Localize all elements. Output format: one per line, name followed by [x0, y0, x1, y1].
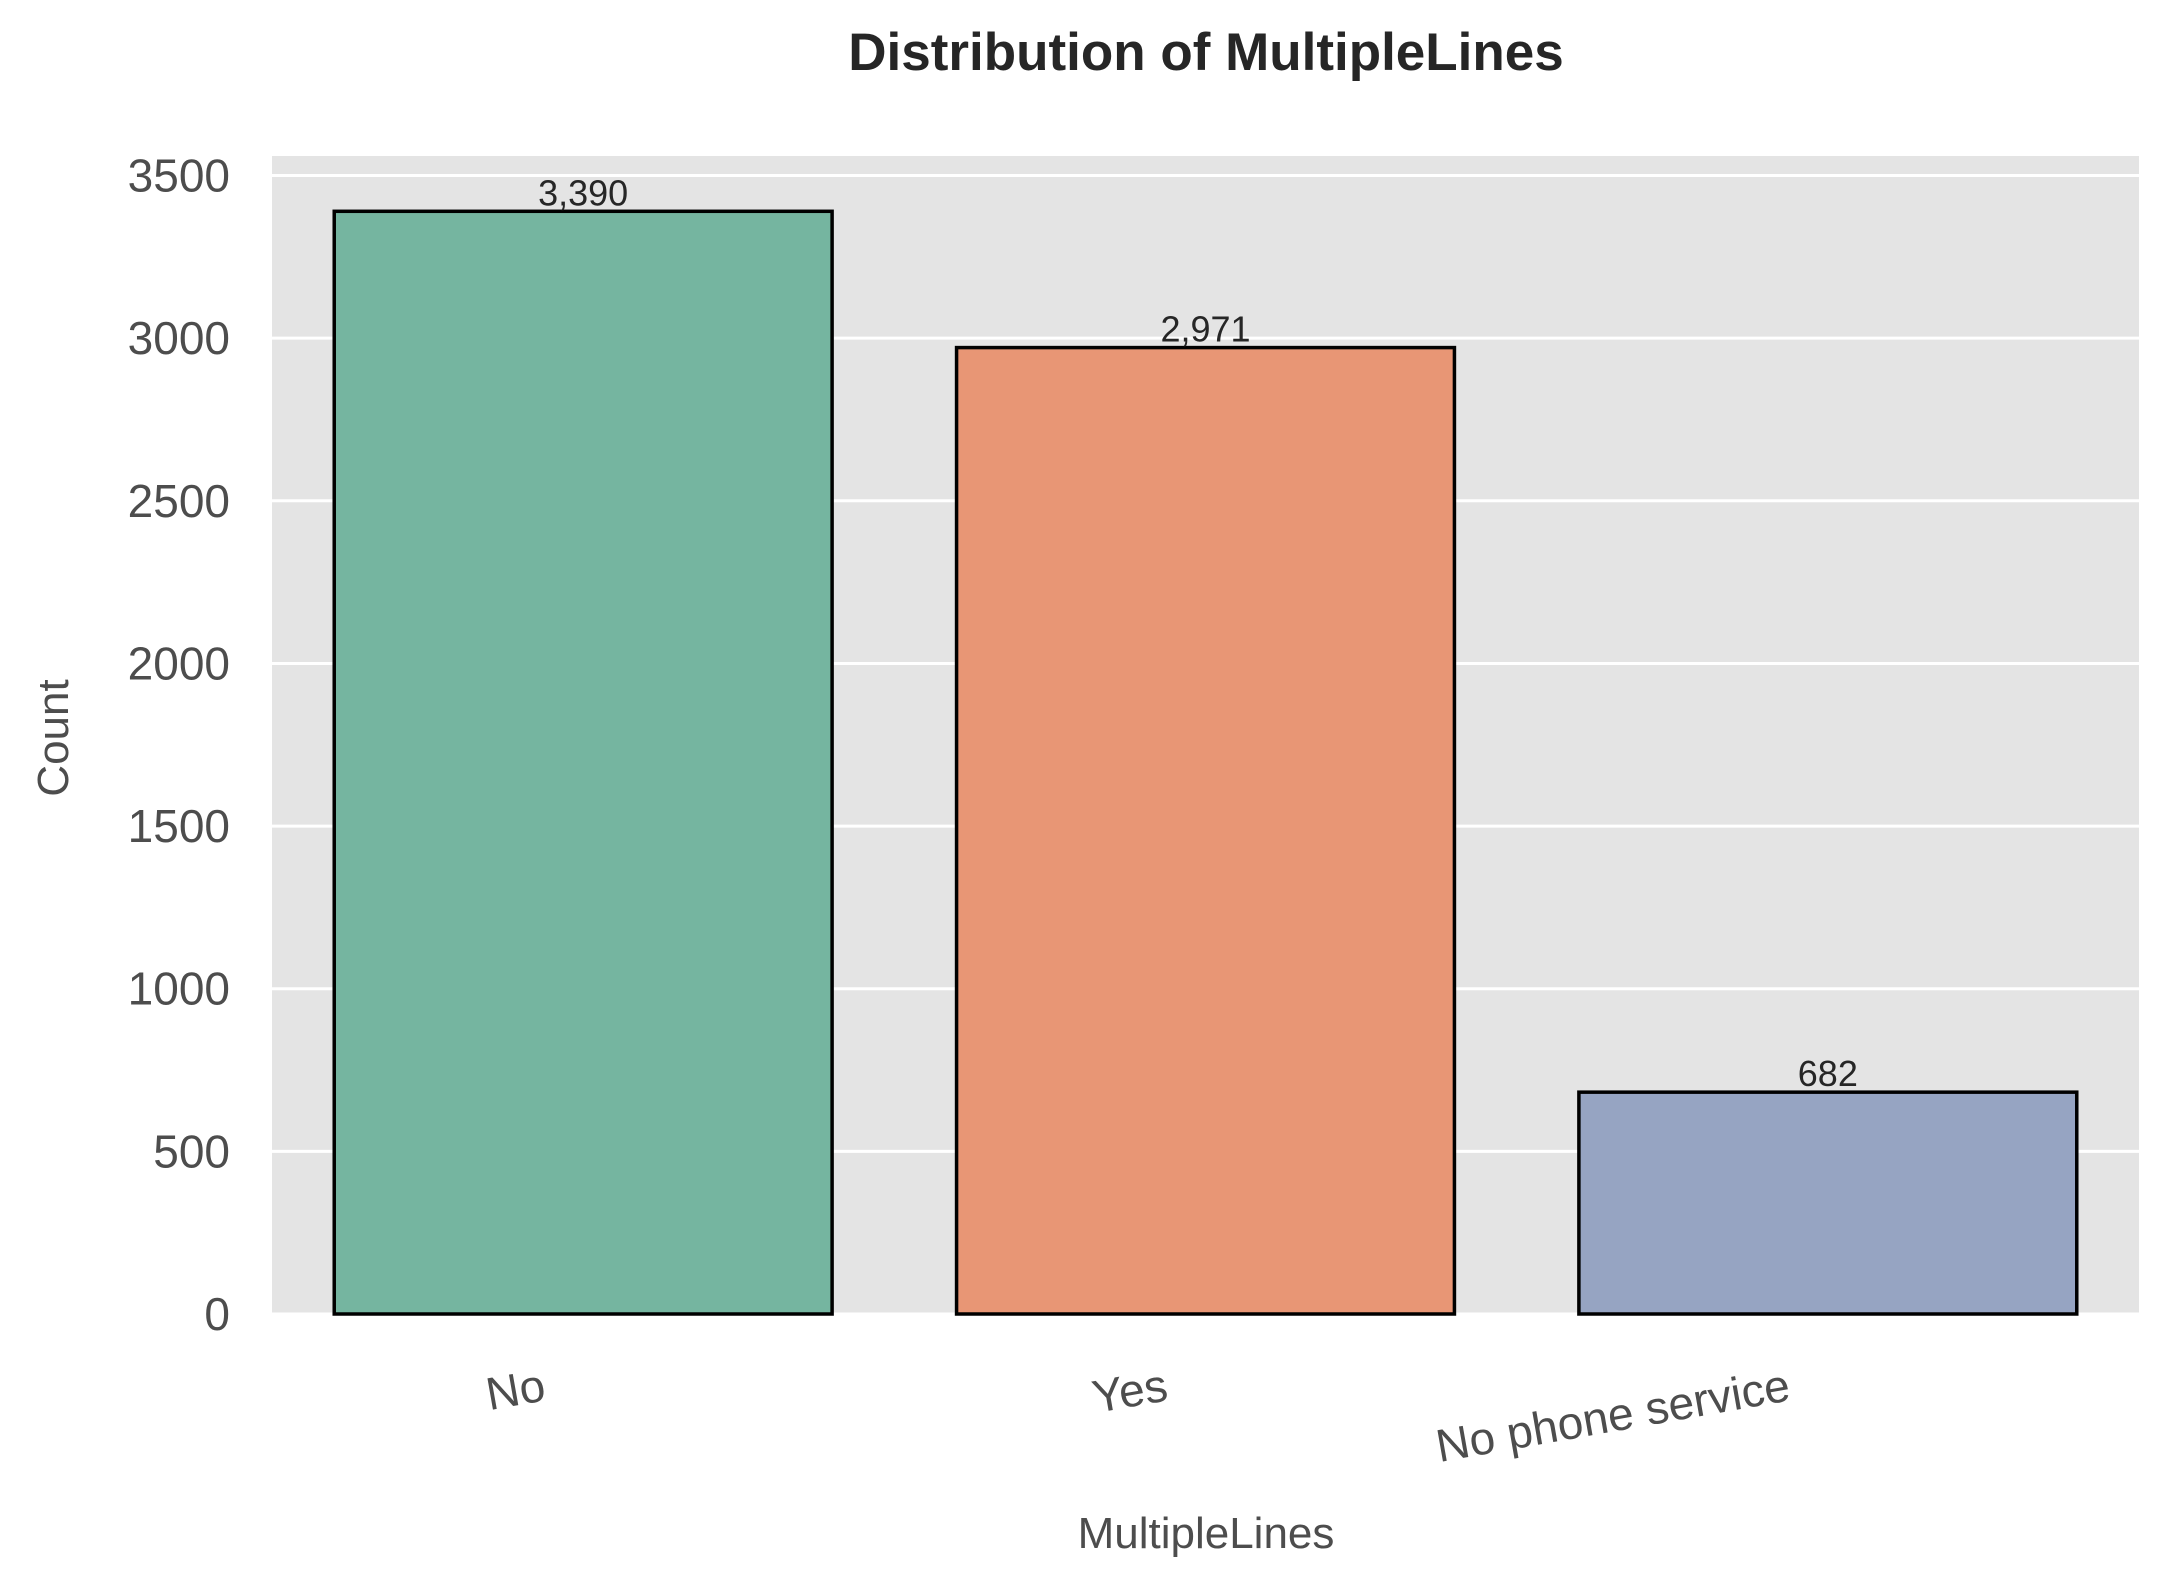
- x-axis-label: MultipleLines: [1078, 1509, 1335, 1558]
- x-tick-label: Yes: [1088, 1359, 1171, 1423]
- y-tick-label: 2000: [128, 637, 230, 689]
- bar-value-label: 682: [1798, 1053, 1858, 1094]
- y-axis-ticks: 0 500 1000 1500 2000 2500 3000 3500: [128, 150, 230, 1340]
- y-axis-label: Count: [29, 679, 78, 796]
- y-tick-label: 2500: [128, 475, 230, 527]
- y-tick-label: 3500: [128, 150, 230, 202]
- bars: [332, 209, 2079, 1316]
- y-tick-label: 1500: [128, 800, 230, 852]
- bar-value-labels: 3,390 2,971 682: [538, 172, 1858, 1094]
- bar-no: [332, 209, 834, 1316]
- x-tick-label: No phone service: [1432, 1359, 1794, 1472]
- bar-value-label: 3,390: [538, 172, 628, 213]
- bar-yes: [954, 345, 1457, 1316]
- x-tick-label: No: [482, 1359, 549, 1420]
- chart-title: Distribution of MultipleLines: [848, 23, 1563, 82]
- bar-value-label: 2,971: [1160, 309, 1250, 350]
- y-tick-label: 1000: [128, 963, 230, 1015]
- bar-no-phone-service: [1577, 1090, 2079, 1316]
- y-tick-label: 500: [153, 1125, 230, 1177]
- y-tick-label: 3000: [128, 312, 230, 364]
- y-tick-label: 0: [204, 1288, 230, 1340]
- x-axis-ticks: No Yes No phone service: [482, 1359, 1794, 1472]
